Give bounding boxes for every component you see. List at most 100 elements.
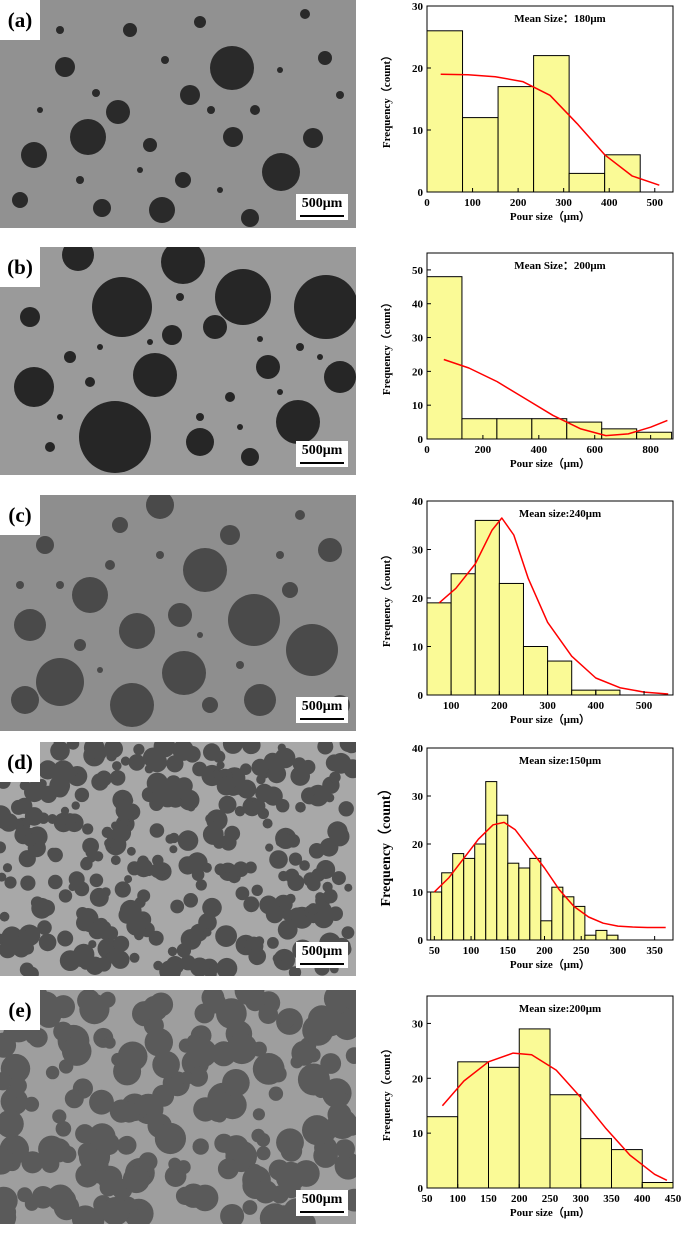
x-axis-label: Pour size（μm） [510, 210, 590, 223]
panel-label-b: (b) [0, 247, 40, 287]
x-tick-label: 300 [610, 945, 627, 957]
scale-bar-line-b [300, 462, 344, 464]
scale-bar-c: 500μm [296, 697, 348, 723]
y-tick-label: 10 [412, 887, 424, 899]
chart-title: Mean size:200μm [519, 1003, 601, 1015]
sem-image-d: (d) 500μm [0, 742, 356, 976]
histogram-bar [462, 117, 499, 193]
panel-label-c: (c) [0, 495, 40, 535]
histogram-c: 100 200 300 400 500 0 10 20 30 40 Mean size:240μm P… [380, 496, 674, 726]
histogram-bar [595, 929, 608, 941]
x-axis-label: Pour size（μm） [510, 713, 590, 726]
sem-image-e: (e) 500μm [0, 990, 356, 1224]
x-tick-label: 400 [531, 444, 548, 456]
histogram-bar [450, 573, 476, 696]
scale-bar-label-c: 500μm [301, 699, 343, 714]
fit-curve [433, 821, 666, 929]
histogram-bar [518, 1028, 551, 1189]
histogram-bar [606, 934, 619, 941]
panel-b: (b) 500μm 0 200 400 600 800 0 10 20 30 40 50 Mean S… [0, 247, 685, 475]
x-tick-label: 200 [475, 444, 492, 456]
histogram-bar [488, 1066, 520, 1189]
fit-curve [443, 358, 668, 437]
x-axis-label: Pour size（μm） [510, 1206, 590, 1219]
panel-e: (e) 500μm 50 100 150 200 250 300 350 400 450 0 10 2… [0, 990, 685, 1224]
sem-image-b: (b) 500μm [0, 247, 356, 475]
panel-d: (d) 500μm 50 100 150 200 250 300 350 0 10 20 30 40 M… [0, 742, 685, 976]
sem-pores-a [0, 0, 356, 228]
x-tick-label: 200 [536, 945, 553, 957]
histogram-bar [496, 814, 509, 941]
y-axis-label: Frequency（count） [378, 782, 394, 907]
histogram-bar [562, 896, 575, 941]
histogram-bar [568, 172, 606, 193]
y-tick-label: 40 [412, 299, 424, 311]
chart-title: Mean size:240μm [519, 508, 601, 520]
scale-bar-label-d: 500μm [301, 944, 343, 959]
x-tick-label: 400 [601, 197, 618, 209]
histogram-bar [518, 867, 531, 941]
y-tick-label: 30 [412, 791, 424, 803]
x-tick-label: 0 [424, 197, 430, 209]
x-tick-label: 100 [443, 700, 460, 712]
x-axis-label: Pour size（μm） [510, 457, 590, 470]
histogram-e: 50 100 150 200 250 300 350 400 450 0 10 20 30 Mean si… [380, 995, 682, 1219]
histogram-bar [426, 1116, 459, 1189]
histogram-bar [549, 1094, 582, 1189]
y-tick-label: 20 [412, 366, 424, 378]
x-tick-label: 450 [665, 1193, 682, 1205]
histogram-bar [474, 519, 500, 696]
y-tick-label: 10 [412, 1128, 424, 1140]
x-tick-label: 200 [510, 197, 527, 209]
scale-bar-label-e: 500μm [301, 1192, 343, 1207]
y-axis-label: Frequency（count） [380, 297, 393, 395]
histogram-bar [531, 418, 568, 440]
histogram-bar [540, 920, 553, 941]
x-tick-label: 150 [480, 1193, 497, 1205]
panel-label-e: (e) [0, 990, 40, 1030]
panel-label-a: (a) [0, 0, 40, 40]
x-tick-label: 350 [646, 945, 663, 957]
panel-c: (c) 500μm 100 200 300 400 500 0 10 20 30 40 Mean s… [0, 495, 685, 731]
histogram-bar [584, 934, 597, 941]
scale-bar-a: 500μm [296, 194, 348, 220]
plot-frame [426, 5, 674, 193]
histogram-bar [533, 55, 570, 193]
histogram-bar [426, 30, 464, 193]
x-tick-label: 600 [586, 444, 603, 456]
histogram-bar [571, 689, 597, 696]
histogram-bar [498, 582, 524, 696]
scale-bar-line-d [300, 963, 344, 965]
x-tick-label: 300 [573, 1193, 590, 1205]
scale-bar-label-b: 500μm [301, 443, 343, 458]
sem-image-a: (a) 500μm [0, 0, 356, 228]
histogram-bar [507, 862, 520, 941]
y-tick-label: 30 [412, 1018, 424, 1030]
x-tick-label: 250 [542, 1193, 559, 1205]
sem-pores-b [0, 247, 356, 475]
scale-bar-line-c [300, 718, 344, 720]
histogram-bar [474, 843, 487, 941]
x-tick-label: 150 [500, 945, 517, 957]
y-tick-label: 40 [412, 496, 424, 508]
histogram-bar [430, 891, 443, 941]
panel-label-d: (d) [0, 742, 40, 782]
y-tick-label: 30 [412, 545, 424, 557]
y-tick-label: 0 [418, 434, 424, 446]
histogram-bar [497, 86, 535, 193]
histogram-bar [426, 602, 452, 696]
x-tick-label: 50 [429, 945, 441, 957]
x-axis-label: Pour size（μm） [510, 958, 590, 971]
x-tick-label: 250 [573, 945, 590, 957]
sem-pores-d [0, 742, 356, 976]
chart-title: Mean Size：200μm [514, 260, 605, 272]
x-tick-label: 100 [464, 197, 481, 209]
y-tick-label: 20 [412, 63, 424, 75]
y-tick-label: 40 [412, 743, 424, 755]
histogram-bar [461, 418, 498, 440]
histogram-bar [604, 154, 641, 193]
histogram-bar [611, 1149, 643, 1189]
sem-pores-c [0, 495, 356, 731]
fit-curve [440, 73, 660, 186]
scale-bar-d: 500μm [296, 942, 348, 968]
